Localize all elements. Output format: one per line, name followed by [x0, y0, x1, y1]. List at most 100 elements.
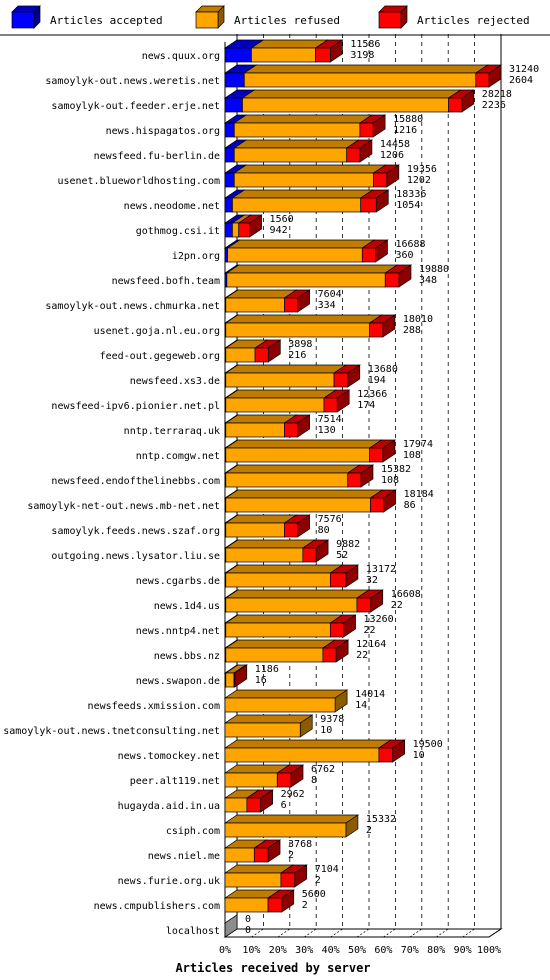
value-label-accepted: 19880	[419, 264, 449, 275]
bar-accepted-front	[224, 97, 243, 113]
bar-rejected-front	[302, 547, 317, 563]
floor-line-4	[330, 928, 343, 938]
bar-accepted-front	[224, 47, 252, 63]
bar-refused-front	[225, 297, 285, 313]
bar-group	[223, 789, 274, 813]
bar-rejected	[447, 89, 475, 113]
floor-line-3	[304, 928, 317, 938]
bar-refused	[241, 89, 462, 113]
bar-rejected-front	[329, 572, 347, 588]
value-label-refused: 348	[419, 275, 437, 286]
value-label-refused: 360	[395, 250, 413, 261]
bar-rejected	[329, 614, 357, 638]
value-label-refused: 2	[315, 875, 321, 886]
bar-rejected-front	[254, 347, 269, 363]
bar-refused-front	[225, 597, 358, 613]
bar-refused-front	[224, 747, 380, 763]
bar-rejected-front	[253, 847, 269, 863]
category-label: samoylyk-out.feeder.erje.net	[51, 101, 220, 112]
bar-rejected	[329, 564, 360, 588]
bar-refused	[224, 589, 371, 613]
bar-refused-top	[231, 189, 374, 199]
bar-group	[223, 864, 308, 888]
category-label: news.furie.org.uk	[118, 876, 220, 887]
floor-line-2	[277, 928, 290, 938]
value-label-refused: 6	[281, 800, 287, 811]
value-label-refused: 22	[364, 625, 376, 636]
value-label-accepted: 19500	[413, 739, 443, 750]
bar-refused-top	[225, 264, 399, 274]
bar-rejected-front	[359, 122, 374, 138]
bar-rejected	[332, 364, 361, 388]
x-tick-label: 70%	[401, 945, 419, 956]
bar-group	[223, 314, 397, 338]
bar-refused-front	[232, 197, 362, 213]
legend-label-1: Articles refused	[234, 14, 340, 27]
bar-refused-front	[224, 722, 301, 738]
x-tick-label: 80%	[427, 945, 445, 956]
bar-refused	[224, 439, 383, 463]
category-label: newsfeed-ipv6.pionier.net.pl	[51, 401, 220, 412]
bar-refused	[224, 564, 344, 588]
bar-group	[223, 764, 305, 788]
category-label: gothmog.csi.it	[136, 226, 220, 237]
value-label-accepted: 7514	[318, 414, 342, 425]
category-label: news.quux.org	[142, 51, 220, 62]
value-label-accepted: 3898	[288, 339, 312, 350]
bar-rejected	[474, 64, 503, 88]
value-label-refused: 108	[381, 475, 399, 486]
legend-label-2: Articles rejected	[417, 14, 530, 27]
value-label-accepted: 7576	[318, 514, 342, 525]
bar-group	[223, 914, 239, 938]
value-label-accepted: 9882	[336, 539, 360, 550]
floor-line-9	[462, 928, 475, 938]
value-label-accepted: 5600	[302, 889, 326, 900]
bar-rejected-front	[284, 422, 298, 438]
bar-refused-top	[223, 689, 349, 699]
bar-rejected	[359, 189, 390, 213]
category-label: newsfeed.fu-berlin.de	[94, 151, 220, 162]
value-label-accepted: 15880	[393, 114, 423, 125]
value-label-refused: 22	[356, 650, 368, 661]
bar-refused	[224, 639, 337, 663]
value-label-refused: 174	[357, 400, 375, 411]
bar-refused-top	[224, 489, 384, 499]
value-label-accepted: 17974	[403, 439, 433, 450]
bar-rejected-front	[475, 72, 490, 88]
value-label-refused: 1206	[380, 150, 404, 161]
bar-refused-top	[223, 814, 360, 824]
bar-refused	[231, 189, 374, 213]
value-label-accepted: 14458	[380, 139, 410, 150]
bar-refused-front	[224, 872, 282, 888]
value-label-refused: 3198	[350, 50, 374, 61]
bar-refused-top	[224, 389, 338, 399]
bar-refused-front	[225, 647, 324, 663]
value-label-accepted: 7604	[318, 289, 342, 300]
bar-rejected	[253, 839, 282, 863]
bar-refused-top	[224, 564, 344, 574]
bar-rejected-front	[323, 397, 338, 413]
bar-refused-front	[226, 272, 386, 288]
bar-rejected	[301, 539, 330, 563]
bar-refused-front	[225, 447, 371, 463]
bar-refused-front	[225, 372, 335, 388]
bar-group	[223, 739, 406, 763]
bar-rejected-front	[373, 172, 388, 188]
bar-rejected-front	[233, 672, 236, 688]
bar-group	[223, 839, 282, 863]
value-label-accepted: 28218	[482, 89, 512, 100]
category-label: localhost	[166, 926, 220, 937]
bar-refused	[223, 689, 349, 713]
bar-refused-front	[225, 672, 235, 688]
bar-rejected-front	[361, 247, 376, 263]
value-label-refused: 86	[404, 500, 416, 511]
bar-group	[223, 264, 413, 288]
bar-group	[223, 339, 282, 363]
bar-group	[223, 614, 357, 638]
bar-group	[223, 89, 475, 113]
value-label-accepted: 31240	[509, 64, 539, 75]
bar-group	[223, 189, 390, 213]
value-label-refused: 942	[270, 225, 288, 236]
bar-group	[223, 64, 503, 88]
